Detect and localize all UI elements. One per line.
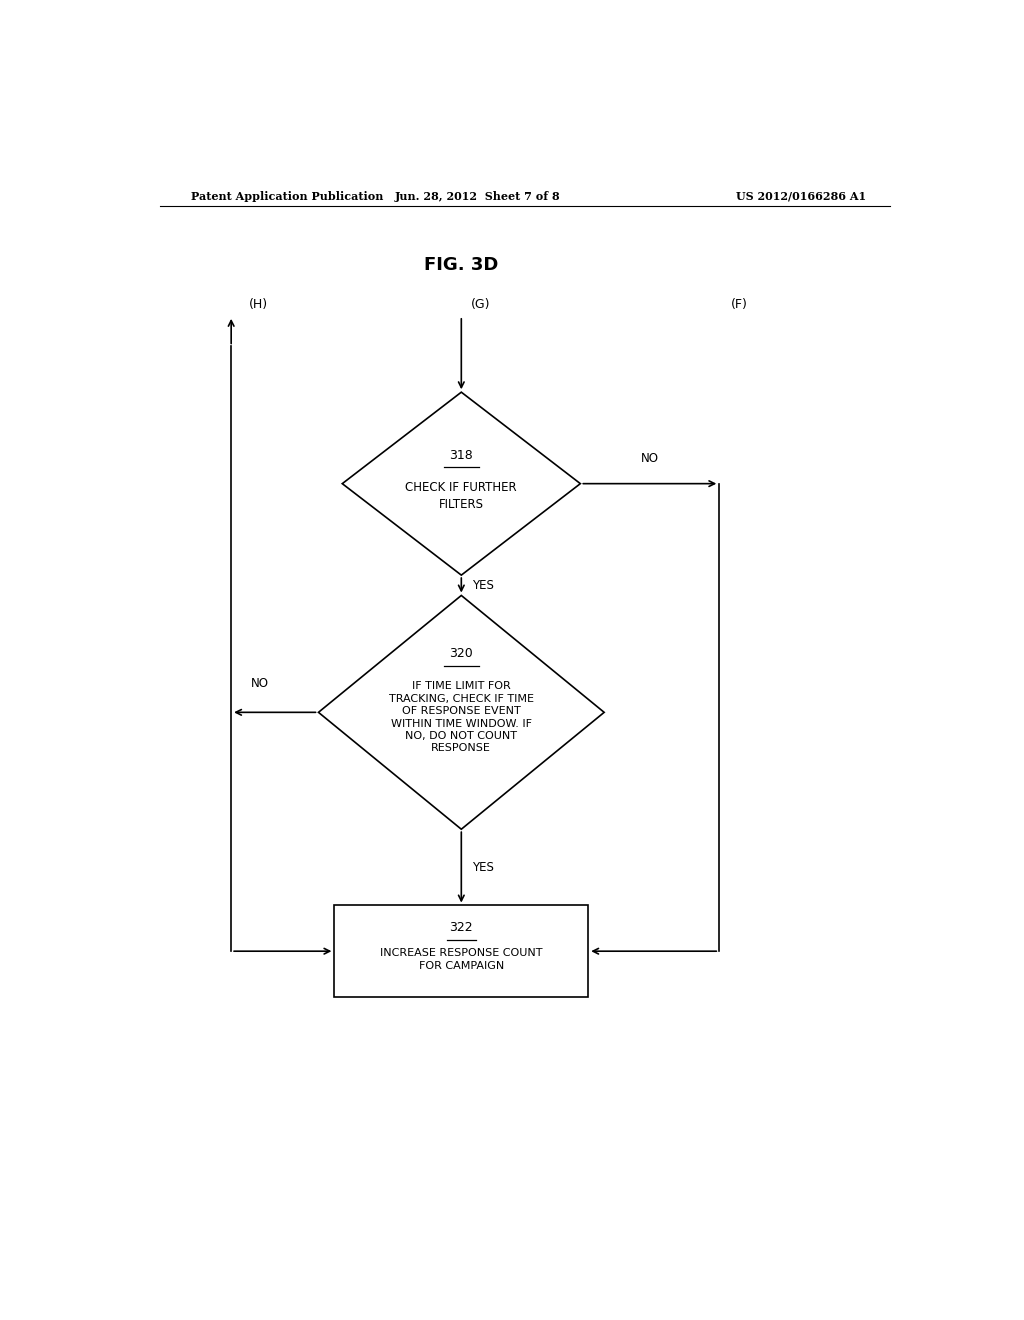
Text: YES: YES bbox=[472, 578, 495, 591]
Text: CHECK IF FURTHER
FILTERS: CHECK IF FURTHER FILTERS bbox=[406, 480, 517, 511]
Text: IF TIME LIMIT FOR
TRACKING, CHECK IF TIME
OF RESPONSE EVENT
WITHIN TIME WINDOW. : IF TIME LIMIT FOR TRACKING, CHECK IF TIM… bbox=[389, 681, 534, 754]
Text: NO: NO bbox=[251, 677, 269, 690]
Text: US 2012/0166286 A1: US 2012/0166286 A1 bbox=[736, 191, 866, 202]
Text: 320: 320 bbox=[450, 647, 473, 660]
Text: 318: 318 bbox=[450, 449, 473, 462]
Text: (G): (G) bbox=[471, 298, 490, 312]
Text: (F): (F) bbox=[731, 298, 748, 312]
Text: Jun. 28, 2012  Sheet 7 of 8: Jun. 28, 2012 Sheet 7 of 8 bbox=[394, 191, 560, 202]
Text: INCREASE RESPONSE COUNT
FOR CAMPAIGN: INCREASE RESPONSE COUNT FOR CAMPAIGN bbox=[380, 948, 543, 972]
Text: FIG. 3D: FIG. 3D bbox=[424, 256, 499, 275]
Text: NO: NO bbox=[641, 453, 658, 466]
Text: Patent Application Publication: Patent Application Publication bbox=[191, 191, 384, 202]
Text: YES: YES bbox=[472, 861, 495, 874]
Text: 322: 322 bbox=[450, 921, 473, 935]
Text: (H): (H) bbox=[249, 298, 267, 312]
